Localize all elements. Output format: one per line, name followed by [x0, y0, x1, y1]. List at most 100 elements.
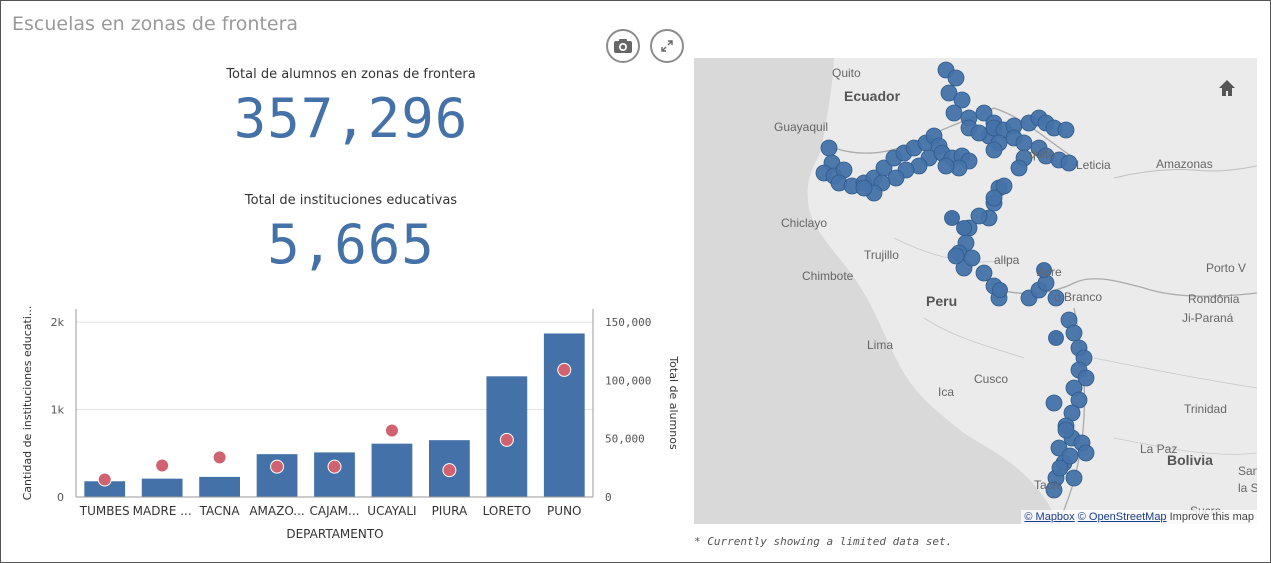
school-map-point[interactable] [944, 210, 960, 226]
school-map-point[interactable] [940, 84, 958, 102]
kpi-institutions-label: Total de instituciones educativas [244, 193, 458, 208]
school-map-point[interactable] [1048, 330, 1064, 346]
map-label-trinidad: Trinidad [1184, 402, 1227, 416]
point-1[interactable] [97, 472, 112, 487]
point-8[interactable] [499, 432, 514, 447]
school-map-point[interactable] [855, 179, 873, 197]
home-icon [1219, 80, 1235, 96]
point-2[interactable] [155, 458, 170, 473]
bar-6[interactable] [371, 443, 413, 497]
category-label: MADRE ... [133, 504, 192, 518]
school-map-point[interactable] [985, 189, 1003, 207]
school-map-point[interactable] [1057, 121, 1075, 139]
school-map-point[interactable] [1060, 154, 1078, 172]
school-map-point[interactable] [1051, 459, 1069, 477]
bar-1[interactable] [84, 481, 126, 497]
school-map-point[interactable] [1045, 481, 1063, 499]
y-axis-title: Cantidad de instituciones educati... [21, 306, 34, 501]
school-map-point[interactable] [1065, 469, 1083, 487]
map-label-chimbote: Chimbote [802, 269, 854, 283]
osm-attribution-link[interactable]: © OpenStreetMap [1077, 511, 1167, 523]
x-axis-title: DEPARTAMENTO [286, 527, 383, 541]
point-4[interactable] [270, 459, 285, 474]
school-map-point[interactable] [953, 91, 971, 109]
data-limit-footnote: * Currently showing a limited data set. [694, 535, 953, 548]
school-map-point[interactable] [1036, 262, 1052, 278]
point-3[interactable] [212, 450, 227, 465]
y2-tick-label: 100,000 [605, 374, 651, 387]
school-map-point[interactable] [1077, 369, 1095, 387]
bar-3[interactable] [199, 476, 241, 497]
expand-icon [661, 40, 673, 52]
school-map-point[interactable] [1047, 289, 1065, 307]
school-map-point[interactable] [975, 104, 993, 122]
category-label: AMAZO... [249, 504, 304, 518]
school-map-point[interactable] [970, 124, 988, 142]
school-map-point[interactable] [820, 139, 838, 157]
bar-5[interactable] [314, 452, 355, 497]
map-label-ica: Ica [938, 385, 955, 399]
map-label-santa-cruz: Santa [1238, 464, 1257, 478]
y2-axis-title: Total de alumnos [667, 355, 680, 450]
expand-button[interactable] [650, 29, 684, 63]
school-map-point[interactable] [1061, 447, 1079, 465]
point-7[interactable] [442, 463, 457, 478]
mapbox-attribution-link[interactable]: © Mapbox [1024, 511, 1075, 523]
school-map-point[interactable] [887, 169, 905, 187]
point-5[interactable] [327, 459, 342, 474]
school-map-point[interactable] [945, 104, 963, 122]
school-map-point[interactable] [1070, 391, 1088, 409]
map-label-cusco: Cusco [974, 372, 1009, 386]
point-9[interactable] [557, 362, 572, 377]
map-label-pucallpa: allpa [994, 253, 1020, 267]
kpi-institutions-value: 5,665 [267, 213, 435, 276]
y-tick-label: 0 [57, 491, 64, 504]
map-view[interactable]: Quito Ecuador Guayaquil quito Leticia Am… [694, 58, 1257, 524]
school-map-point[interactable] [956, 220, 972, 236]
point-6[interactable] [384, 423, 399, 438]
map-label-amazonas: Amazonas [1156, 157, 1213, 171]
map-label-santa-cruz-2: la Sie [1238, 481, 1257, 495]
map-label-tacna: Tacn [1034, 478, 1060, 492]
camera-icon [614, 39, 632, 53]
map-label-quito: Quito [832, 66, 861, 80]
bar-2[interactable] [141, 478, 183, 497]
school-map-point[interactable] [947, 247, 965, 265]
map-label-guayaquil: Guayaquil [774, 120, 829, 134]
school-map-point[interactable] [1065, 324, 1083, 342]
map-label-rondonia: Rondônia [1188, 292, 1240, 306]
map-home-button[interactable] [1217, 78, 1237, 98]
school-map-point[interactable] [975, 264, 993, 282]
bar-9[interactable] [543, 333, 585, 497]
panel-title: Escuelas en zonas de frontera [12, 13, 299, 35]
y2-tick-label: 0 [605, 491, 612, 504]
improve-map-link[interactable]: Improve this map [1169, 511, 1254, 523]
school-map-point[interactable] [1057, 421, 1075, 439]
school-map-point[interactable] [1077, 444, 1095, 462]
y-tick-label: 1k [51, 404, 65, 417]
snapshot-button[interactable] [606, 29, 640, 63]
map-label-iquitos: quito [1029, 147, 1056, 161]
school-map-point[interactable] [970, 207, 988, 225]
map-basemap [694, 58, 1257, 524]
school-map-point[interactable] [1010, 159, 1028, 177]
map-label-porto-velho: Porto V [1206, 261, 1247, 275]
map-label-peru: Peru [926, 293, 958, 309]
map-label-ecuador: Ecuador [844, 88, 901, 104]
map-label-trujillo: Trujillo [864, 248, 899, 262]
category-label: LORETO [483, 504, 531, 518]
map-attribution: © Mapbox © OpenStreetMap Improve this ma… [1021, 510, 1257, 524]
map-label-bolivia: Bolivia [1167, 452, 1213, 468]
map-label-acre: Acre [1037, 265, 1062, 279]
school-map-point[interactable] [1045, 394, 1063, 412]
school-map-point[interactable] [937, 157, 955, 175]
school-map-point[interactable] [985, 141, 1003, 159]
kpi-students-value: 357,296 [233, 87, 469, 150]
school-map-point[interactable] [947, 69, 965, 87]
school-map-point[interactable] [992, 282, 1008, 298]
map-label-rio-branco: o Branco [1054, 290, 1103, 304]
map-label-la-paz: La Paz [1140, 442, 1178, 456]
school-map-point[interactable] [963, 249, 981, 267]
school-map-point[interactable] [995, 177, 1013, 195]
